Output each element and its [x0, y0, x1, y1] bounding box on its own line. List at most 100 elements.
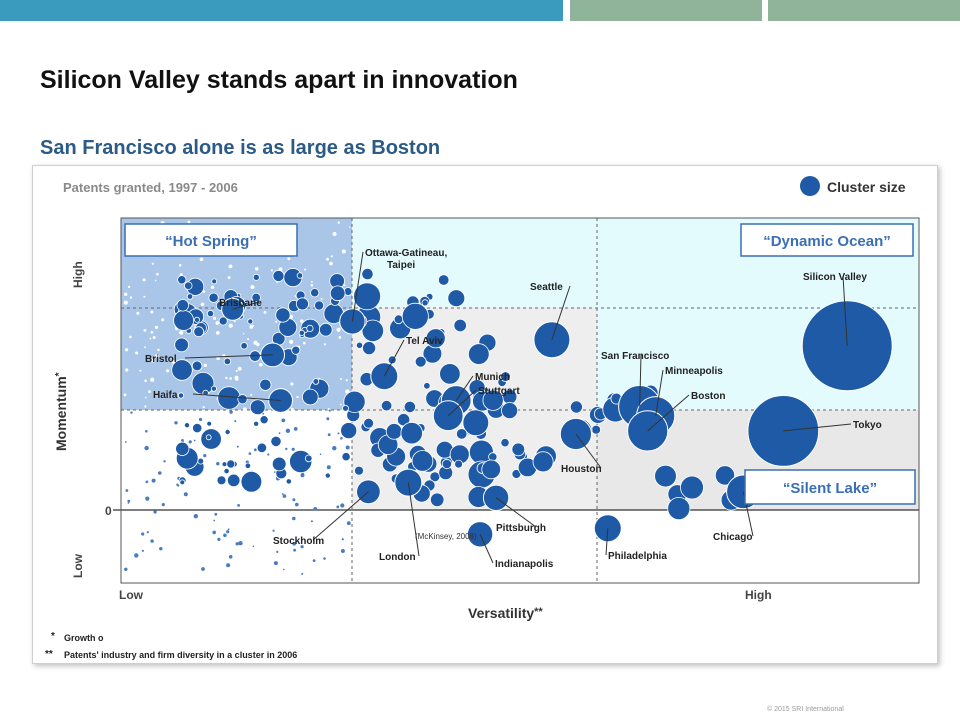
small-dot [145, 396, 147, 399]
plot-frame [120, 217, 920, 584]
small-dot [341, 538, 344, 541]
small-dot [295, 502, 299, 507]
small-dot [345, 379, 348, 382]
cluster-bubble [208, 292, 219, 303]
small-dot [235, 369, 238, 372]
small-dot [136, 311, 140, 315]
x-axis-title-marker: ** [534, 606, 543, 618]
small-dot [263, 311, 267, 314]
cluster-bubble [177, 392, 185, 399]
small-dot [336, 327, 341, 332]
small-dot [287, 257, 291, 261]
small-dot [158, 471, 162, 475]
small-dot [328, 409, 331, 412]
small-dot [174, 421, 178, 425]
cluster-bubble [654, 464, 677, 488]
small-dot [326, 465, 331, 470]
cluster-bubble [197, 457, 205, 465]
small-dot [124, 292, 128, 296]
small-dot [337, 432, 340, 435]
cluster-bubble [667, 496, 691, 520]
cluster-bubble [240, 342, 248, 350]
cluster-bubble [462, 409, 490, 437]
small-dot [340, 503, 345, 508]
leader-line-silicon-valley [842, 275, 848, 346]
small-dot [215, 331, 220, 335]
small-dot [176, 483, 179, 486]
small-dot [337, 221, 340, 224]
small-dot [290, 382, 294, 386]
small-dot [310, 520, 313, 523]
cluster-bubble [423, 382, 431, 390]
citation-text: (McKinsey, 2008) [415, 532, 477, 541]
small-dot [161, 503, 165, 507]
bubble-seattle [533, 321, 571, 359]
cluster-bubble [532, 451, 554, 473]
cluster-bubble [511, 442, 526, 457]
small-dot [151, 478, 156, 483]
leader-line-tokyo [783, 423, 852, 432]
small-dot [320, 297, 323, 300]
small-dot [329, 261, 333, 266]
leader-line-pittsburgh [495, 497, 537, 528]
small-dot [348, 226, 351, 228]
small-dot [144, 379, 147, 383]
leader-line-indianapolis [479, 534, 494, 564]
cluster-bubble [186, 293, 194, 300]
cluster-bubble [680, 475, 704, 500]
small-dot [214, 512, 218, 516]
small-dot [226, 530, 230, 534]
footnote-2-text: Patents' industry and firm diversity in … [64, 650, 297, 660]
leader-line-boston [647, 394, 690, 432]
small-dot [273, 561, 278, 566]
cluster-bubble [341, 452, 351, 462]
cluster-bubble [272, 269, 285, 282]
small-dot [300, 545, 304, 549]
small-dot [291, 447, 295, 451]
cluster-bubble [314, 300, 325, 311]
small-dot [330, 255, 333, 258]
small-dot [262, 412, 265, 415]
cluster-bubble [401, 302, 429, 330]
small-dot [161, 318, 165, 322]
small-dot [135, 351, 139, 355]
small-dot [198, 417, 203, 422]
y-tick-low: Low [71, 553, 85, 578]
small-dot [150, 330, 154, 334]
cluster-bubble [324, 472, 331, 479]
label-haifa: Haifa [153, 390, 178, 401]
small-dot [312, 559, 316, 562]
label-ottawa-gatineau-taipei: Ottawa-Gatineau, Taipei [365, 248, 447, 271]
cluster-bubble [252, 273, 260, 281]
cluster-bubble [438, 274, 450, 286]
label-brisbane: Brisbane [219, 298, 262, 309]
small-dot [127, 285, 131, 289]
cluster-bubble [296, 272, 304, 279]
leader-line-minneapolis [655, 369, 664, 416]
cluster-bubble [304, 454, 313, 463]
small-dot [340, 378, 343, 380]
small-dot [187, 220, 191, 224]
small-dot [157, 348, 160, 352]
cluster-bubble [312, 378, 320, 385]
cluster-bubble [177, 275, 187, 285]
small-dot [340, 549, 345, 553]
small-dot [125, 489, 129, 492]
small-dot [250, 285, 255, 289]
leader-line-brisbane [232, 301, 260, 310]
cluster-bubble [200, 428, 222, 450]
small-dot [228, 264, 233, 269]
small-dot [203, 454, 207, 458]
cluster-bubble [569, 400, 583, 414]
label-philadelphia: Philadelphia [608, 551, 667, 562]
cluster-bubble [216, 475, 227, 486]
cluster-bubble [362, 341, 377, 356]
small-dot [242, 407, 247, 412]
small-dot [127, 502, 130, 504]
small-dot [162, 394, 166, 397]
small-dot [332, 232, 337, 236]
label-stuttgart: Stuttgart [478, 386, 520, 397]
label-boston: Boston [691, 391, 725, 402]
label-seattle: Seattle [530, 282, 563, 293]
small-dot [203, 363, 207, 367]
